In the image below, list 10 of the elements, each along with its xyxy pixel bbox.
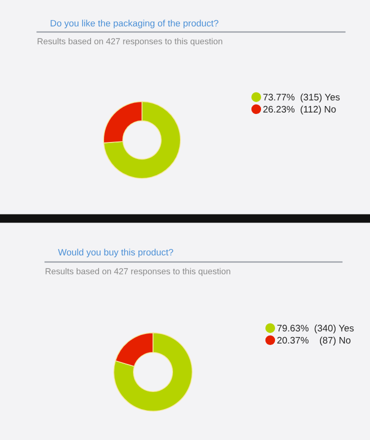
donut-slice	[113, 332, 193, 412]
chart-subtitle: Results based on 427 responses to this question	[46, 268, 230, 276]
chart-title: Would you buy this product?	[58, 248, 174, 258]
legend-label: 73.77% (315) Yes	[263, 94, 340, 102]
donut-slice	[103, 101, 181, 179]
chart-subtitle: Results based on 427 responses to this question	[38, 38, 222, 46]
chart-title: Do you like the packaging of the product?	[50, 20, 218, 28]
legend-label: 26.23% (112) No	[263, 106, 336, 114]
legend-label: 79.63% (340) Yes	[277, 324, 354, 334]
legend-label: 20.37% (87) No	[277, 336, 350, 346]
